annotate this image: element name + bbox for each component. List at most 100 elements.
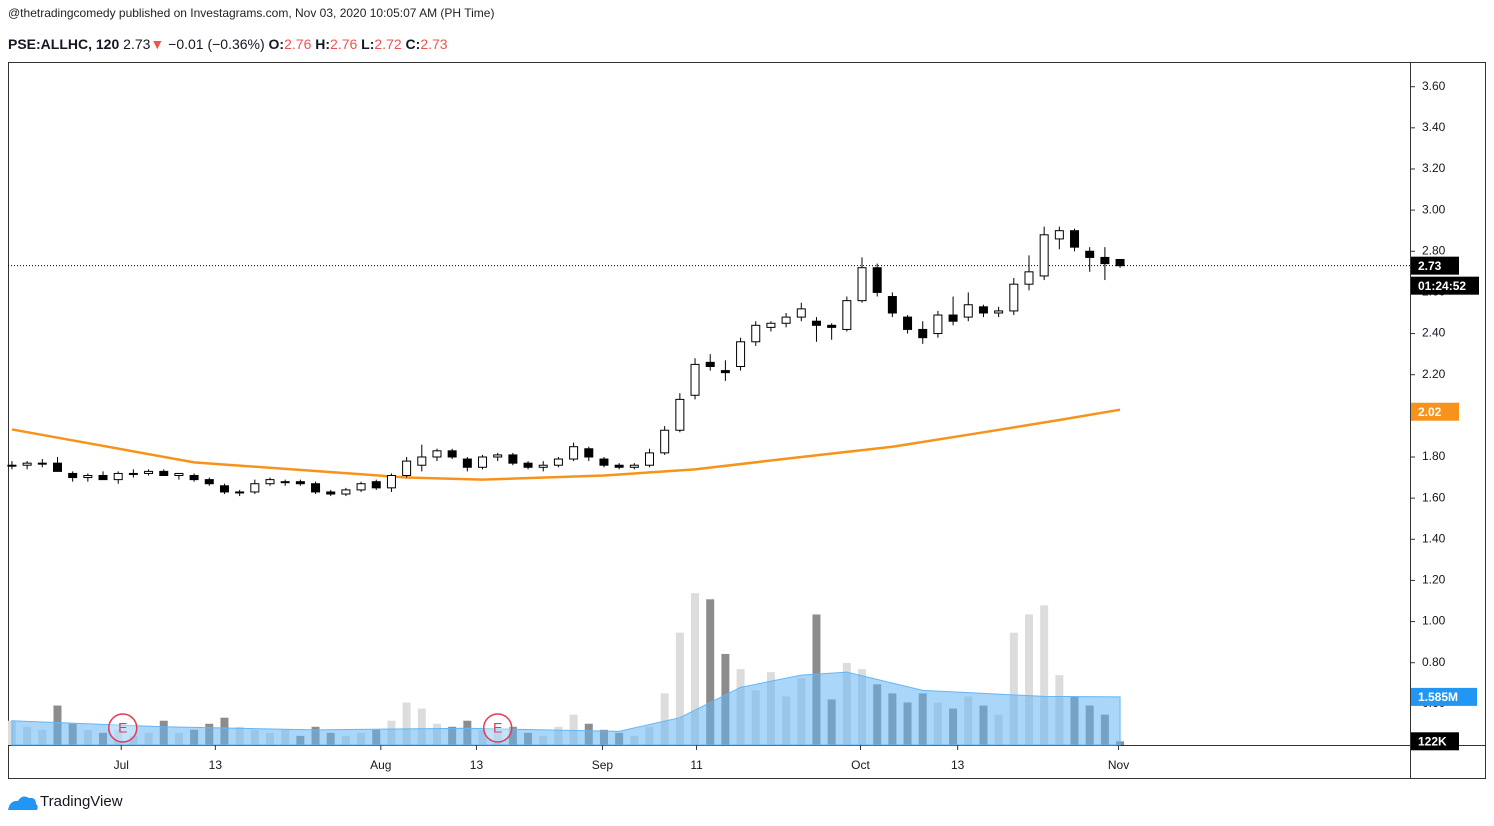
candle-body	[174, 472, 184, 477]
candle-body	[781, 316, 791, 324]
candle-body	[113, 472, 123, 481]
o-label: O:	[268, 36, 285, 52]
y-tick-label: 1.60	[1422, 490, 1446, 504]
candle-body	[675, 398, 685, 431]
candle-body	[1054, 230, 1064, 240]
last-price-label-box	[1411, 256, 1459, 275]
candle-body	[751, 324, 761, 343]
volume-bar	[1024, 614, 1033, 745]
candle-body	[690, 363, 700, 396]
candle-body	[493, 454, 503, 458]
candle-body	[189, 475, 199, 481]
candle-body	[83, 475, 93, 479]
y-tick-label: 2.40	[1422, 326, 1446, 340]
y-tick-label: 2.80	[1422, 243, 1446, 257]
x-tick-label: Aug	[370, 758, 391, 772]
y-tick-label: 1.40	[1422, 531, 1446, 545]
x-tick-label: Jul	[114, 758, 129, 772]
volume-bar	[691, 593, 700, 745]
candle-body	[796, 308, 806, 318]
y-tick-label: 1.00	[1422, 614, 1446, 628]
candle-body	[963, 304, 973, 318]
candle-body	[7, 464, 17, 467]
candle-body	[128, 472, 138, 475]
event-marker	[482, 713, 513, 743]
candle-body	[265, 479, 275, 485]
event-label: E	[118, 720, 127, 736]
candle-body	[553, 458, 563, 466]
volume-bar	[417, 708, 426, 745]
candle-body	[280, 481, 290, 484]
last-price-label: 2.73	[1418, 259, 1442, 273]
c: 2.73	[420, 36, 448, 52]
symbol: PSE:ALLHC, 120	[8, 36, 120, 52]
candle-body	[872, 267, 882, 293]
candle-body	[1024, 271, 1034, 285]
candle-body	[159, 470, 169, 477]
y-tick-label: 3.60	[1422, 79, 1446, 93]
ma-label: 2.02	[1418, 405, 1442, 419]
y-tick-label: 3.40	[1422, 120, 1446, 134]
volume-ma-label-box	[1411, 687, 1477, 706]
h: 2.76	[330, 36, 358, 52]
candle-body	[98, 475, 108, 481]
y-tick-label: 1.80	[1422, 449, 1446, 463]
candle-body	[948, 314, 958, 322]
candle-body	[538, 464, 548, 468]
candle-body	[144, 470, 154, 474]
y-tick-label: 2.20	[1422, 367, 1446, 381]
candle-body	[887, 296, 897, 314]
candle-body	[1009, 283, 1019, 312]
arrow: ▼	[150, 36, 165, 52]
candle-body	[22, 462, 32, 466]
candle-body	[1100, 256, 1110, 265]
candle-body	[417, 456, 427, 466]
volume-ma-label: 1.585M	[1418, 690, 1458, 704]
volume-bar	[660, 693, 669, 745]
candle-body	[1085, 250, 1095, 258]
volume-bar	[706, 599, 715, 745]
candle-body	[766, 322, 776, 328]
candle-body	[204, 479, 214, 485]
y-tick-label: 1.20	[1422, 573, 1446, 587]
candle-body	[1070, 230, 1080, 248]
logo-icon	[8, 796, 38, 810]
candle-body	[599, 458, 609, 466]
candle-body	[386, 475, 396, 489]
candle-body	[857, 267, 867, 302]
event-marker	[108, 713, 138, 743]
x-tick-label: Sep	[592, 758, 614, 772]
candle-body	[68, 472, 78, 479]
candle-body	[918, 328, 928, 339]
x-tick-label: 13	[951, 758, 965, 772]
candle-body	[219, 485, 229, 493]
candle-body	[978, 306, 988, 314]
candle-body	[235, 491, 245, 494]
frame	[8, 62, 1486, 779]
h-label: H:	[315, 36, 331, 52]
volume-bar	[675, 632, 684, 745]
published-line: @thetradingcomedy published on Investagr…	[8, 6, 495, 20]
moving-average	[11, 408, 1121, 481]
countdown: 01:24:52	[1418, 279, 1466, 293]
ma-label-box	[1411, 402, 1459, 421]
candle-body	[994, 310, 1004, 314]
candle-body	[326, 491, 336, 495]
candle-body	[52, 462, 62, 472]
y-tick-label: 3.00	[1422, 202, 1446, 216]
candle-body	[1115, 258, 1125, 267]
event-label: E	[493, 720, 502, 736]
candle-body	[523, 462, 533, 468]
candle-body	[842, 300, 852, 330]
x-tick-label: 13	[470, 758, 484, 772]
candle-body	[705, 361, 715, 367]
candle-body	[432, 450, 442, 458]
y-tick-label: 0.80	[1422, 655, 1446, 669]
l-label: L:	[361, 36, 375, 52]
change: −0.01 (−0.36%)	[168, 36, 265, 52]
candle-body	[629, 464, 639, 468]
candle-body	[720, 370, 730, 374]
l: 2.72	[374, 36, 402, 52]
